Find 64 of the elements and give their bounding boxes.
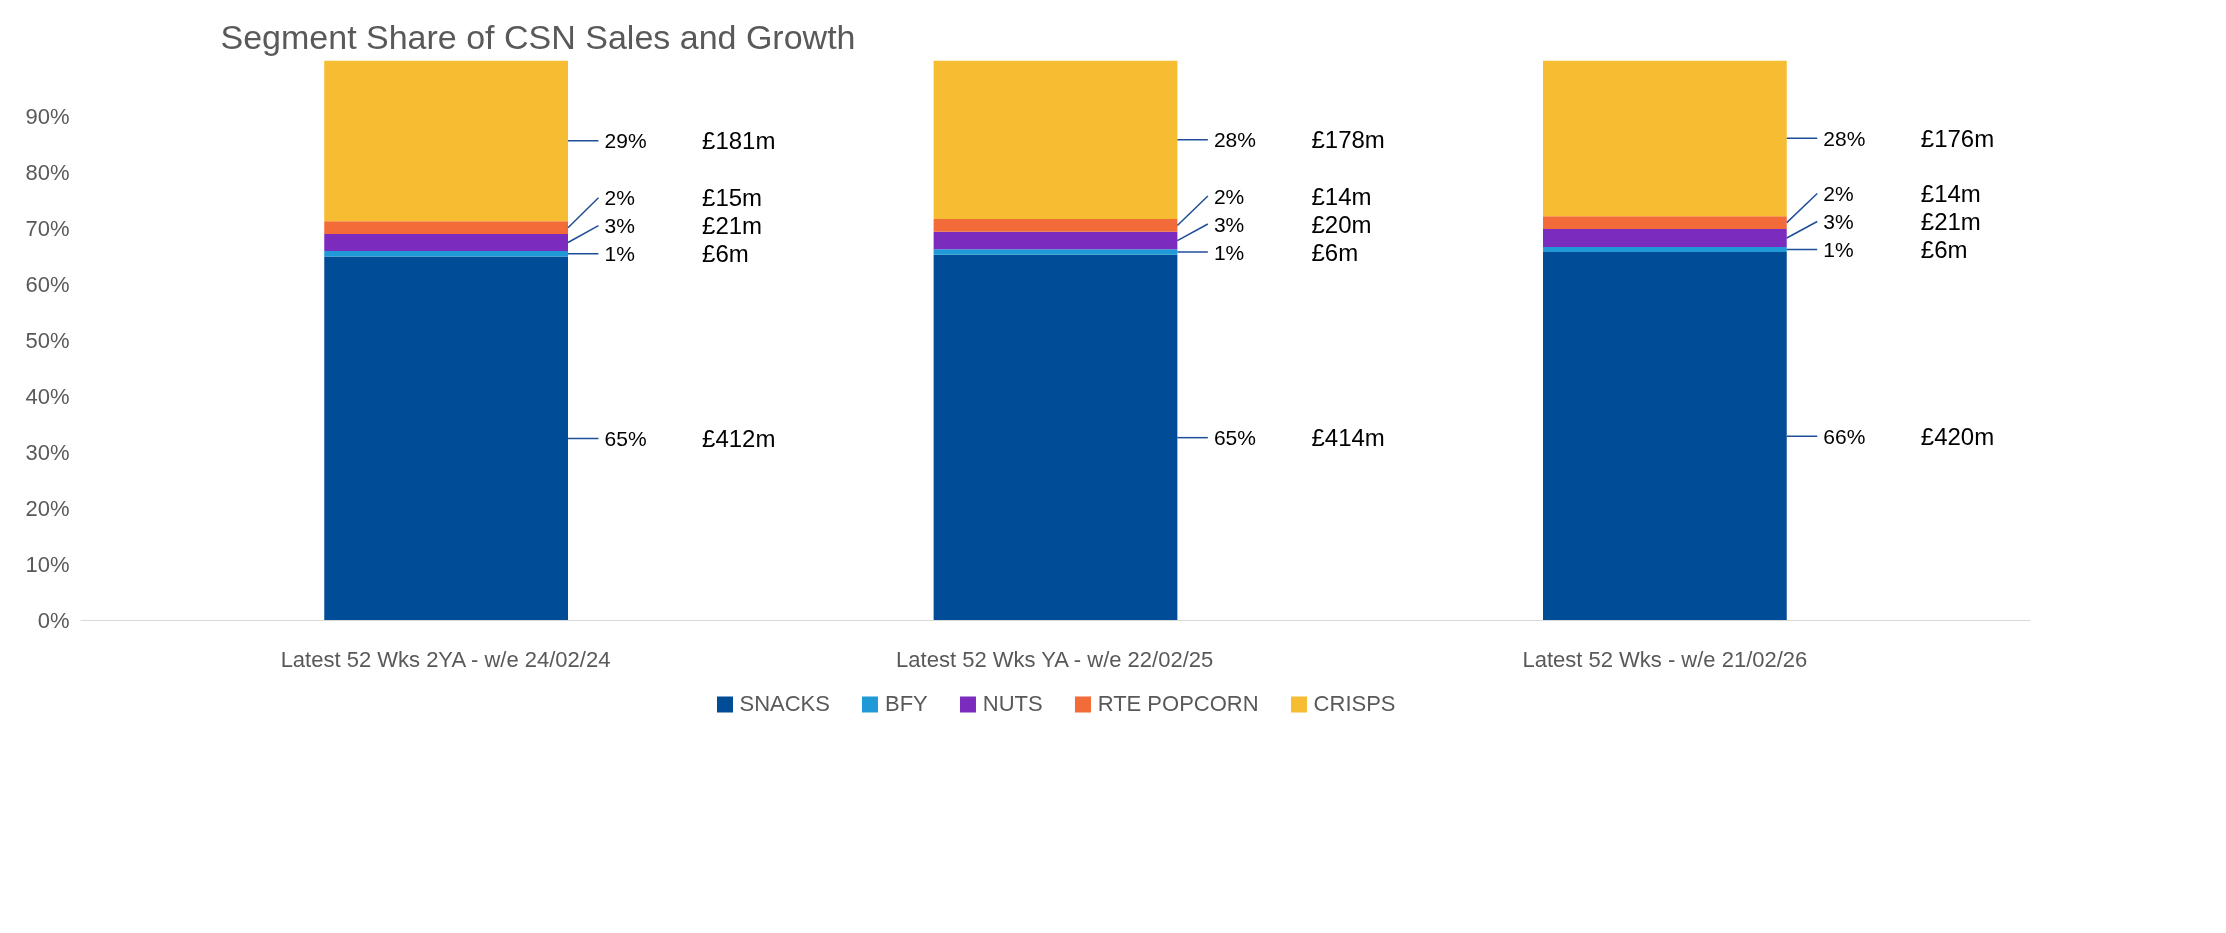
x-tick-label: Latest 52 Wks 2YA - w/e 24/02/24	[280, 646, 611, 672]
data-label: 29%	[604, 129, 647, 153]
annotation: £6m	[1920, 236, 1968, 263]
chart-title: Segment Share of CSN Sales and Growth	[220, 17, 856, 56]
bar	[933, 218, 1178, 232]
data-label: 28%	[1213, 128, 1256, 152]
bar	[1543, 246, 1787, 253]
legend-label: NUTS	[982, 691, 1043, 717]
bar	[933, 60, 1178, 219]
data-label: 28%	[1823, 126, 1866, 150]
data-label: 2%	[1823, 182, 1854, 205]
y-tick-label: 10%	[25, 552, 70, 577]
bar	[933, 249, 1178, 255]
annotation: £21m	[702, 212, 763, 240]
y-tick-label: 20%	[25, 496, 70, 521]
y-tick-label: 80%	[25, 160, 70, 185]
y-tick-label: 40%	[25, 384, 70, 409]
data-label: 2%	[1213, 184, 1245, 208]
bar	[324, 250, 568, 257]
legend-label: BFY	[884, 691, 928, 717]
annotation: £20m	[1311, 210, 1372, 238]
annotation: £21m	[1920, 208, 1981, 235]
annotation: £15m	[702, 184, 763, 212]
x-tick-label: Latest 52 Wks YA - w/e 22/02/25	[896, 646, 1214, 672]
annotation: £181m	[702, 127, 776, 155]
bar	[324, 221, 568, 235]
annotation: £412m	[702, 425, 776, 452]
data-label: 1%	[604, 242, 635, 266]
y-tick-label: 90%	[25, 104, 70, 129]
bar	[324, 256, 568, 621]
data-label: 3%	[1213, 212, 1245, 236]
y-tick-label: 70%	[25, 216, 70, 241]
annotation: £178m	[1311, 126, 1385, 154]
annotation: £6m	[1311, 238, 1359, 266]
bar	[1543, 229, 1787, 247]
y-tick-label: 60%	[25, 272, 70, 297]
data-label: 2%	[604, 186, 635, 210]
bar	[1543, 216, 1787, 230]
data-label: 65%	[604, 427, 647, 450]
annotation: £14m	[1920, 180, 1981, 207]
y-tick-label: 30%	[25, 440, 70, 465]
bar	[933, 254, 1178, 621]
y-tick-label: 0%	[37, 608, 70, 633]
annotation: £6m	[702, 240, 749, 268]
data-label: 66%	[1823, 424, 1866, 448]
y-tick-label: 50%	[25, 328, 70, 353]
annotation: £420m	[1920, 422, 1995, 450]
data-label: 1%	[1823, 238, 1854, 261]
legend-label: RTE POPCORN	[1097, 691, 1259, 717]
annotation: £176m	[1920, 124, 1995, 152]
bar	[324, 60, 568, 222]
data-label: 1%	[1213, 240, 1245, 264]
data-label: 3%	[604, 214, 635, 238]
bar	[1543, 60, 1787, 217]
bar	[933, 231, 1178, 250]
annotation: £14m	[1311, 182, 1372, 210]
bar	[324, 234, 568, 251]
legend-label: SNACKS	[739, 691, 830, 717]
data-label: 65%	[1213, 426, 1256, 450]
legend-label: CRISPS	[1313, 691, 1396, 717]
x-tick-label: Latest 52 Wks - w/e 21/02/26	[1522, 646, 1808, 672]
bar	[1543, 252, 1787, 621]
data-label: 3%	[1823, 210, 1854, 233]
annotation: £414m	[1311, 424, 1385, 452]
